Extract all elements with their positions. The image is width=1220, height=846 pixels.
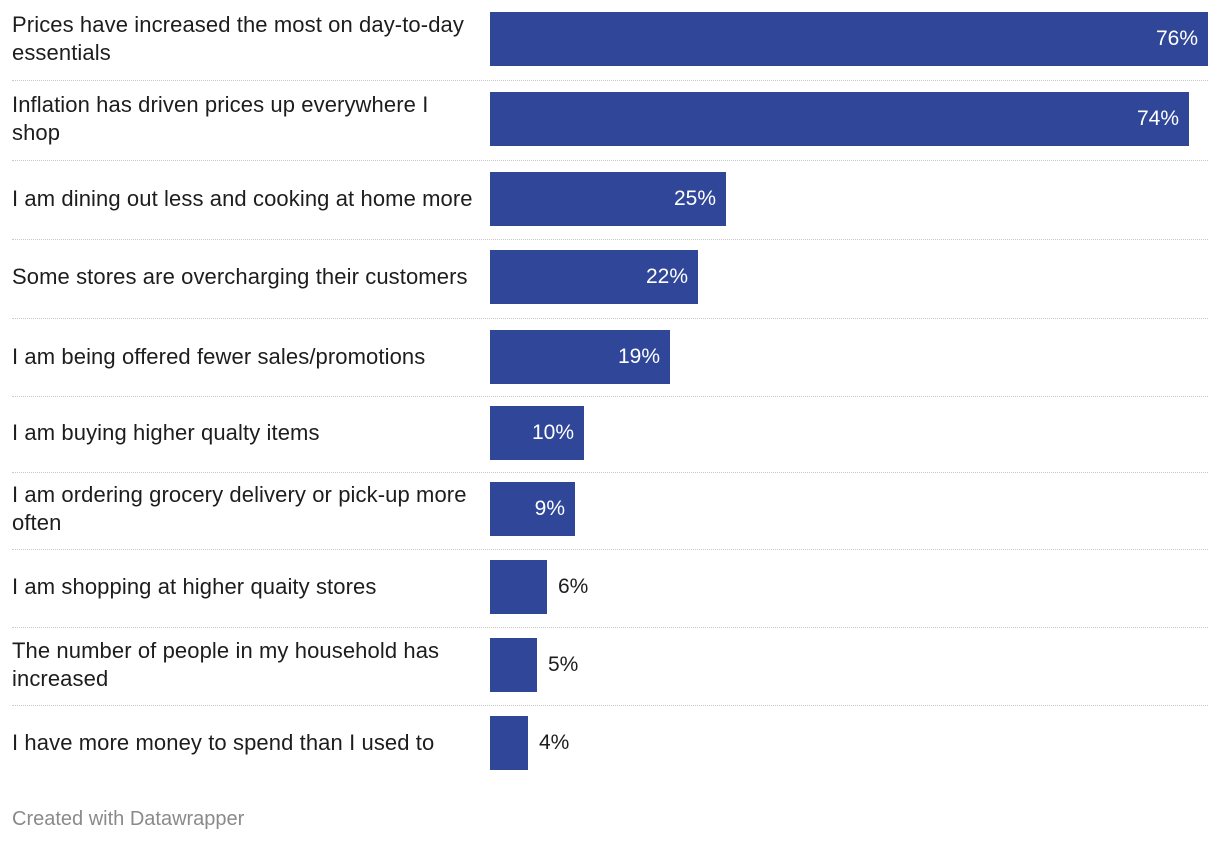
value-label: 9% bbox=[534, 497, 565, 520]
category-label: I am shopping at higher quaity stores bbox=[12, 574, 377, 599]
row-divider bbox=[12, 549, 1208, 550]
bar bbox=[490, 12, 1208, 66]
row-divider bbox=[12, 318, 1208, 319]
category-label: I am ordering grocery delivery or pick-u… bbox=[12, 482, 467, 535]
value-label: 74% bbox=[1136, 107, 1179, 130]
value-label: 76% bbox=[1155, 27, 1198, 50]
row-divider bbox=[12, 627, 1208, 628]
bar bbox=[490, 716, 528, 770]
bar bbox=[490, 330, 670, 384]
row-divider bbox=[12, 239, 1208, 240]
bar bbox=[490, 560, 547, 614]
bar bbox=[490, 638, 537, 692]
value-label: 10% bbox=[531, 421, 574, 444]
bar bbox=[490, 482, 575, 536]
row-divider bbox=[12, 396, 1208, 397]
row-divider bbox=[12, 705, 1208, 706]
category-label: I have more money to spend than I used t… bbox=[12, 730, 435, 755]
category-label: Prices have increased the most on day-to… bbox=[12, 12, 464, 65]
row-divider bbox=[12, 160, 1208, 161]
category-label: Some stores are overcharging their custo… bbox=[12, 264, 468, 289]
bar bbox=[490, 250, 698, 304]
value-label: 4% bbox=[539, 731, 570, 754]
bar bbox=[490, 406, 584, 460]
category-label: I am being offered fewer sales/promotion… bbox=[12, 344, 426, 369]
category-label: I am buying higher qualty items bbox=[12, 420, 320, 445]
bar-chart: Prices have increased the most on day-to… bbox=[12, 12, 1208, 770]
value-label: 22% bbox=[645, 265, 688, 288]
row-divider bbox=[12, 472, 1208, 473]
value-label: 25% bbox=[673, 187, 716, 210]
category-label: I am dining out less and cooking at home… bbox=[12, 186, 473, 211]
category-label: Inflation has driven prices up everywher… bbox=[12, 92, 429, 145]
bar bbox=[490, 92, 1189, 146]
value-label: 5% bbox=[548, 653, 579, 676]
bar bbox=[490, 172, 726, 226]
datawrapper-credit: Created with Datawrapper bbox=[12, 808, 245, 830]
category-label: The number of people in my household has… bbox=[12, 638, 440, 691]
value-label: 19% bbox=[617, 345, 660, 368]
row-divider bbox=[12, 80, 1208, 81]
value-label: 6% bbox=[558, 575, 589, 598]
